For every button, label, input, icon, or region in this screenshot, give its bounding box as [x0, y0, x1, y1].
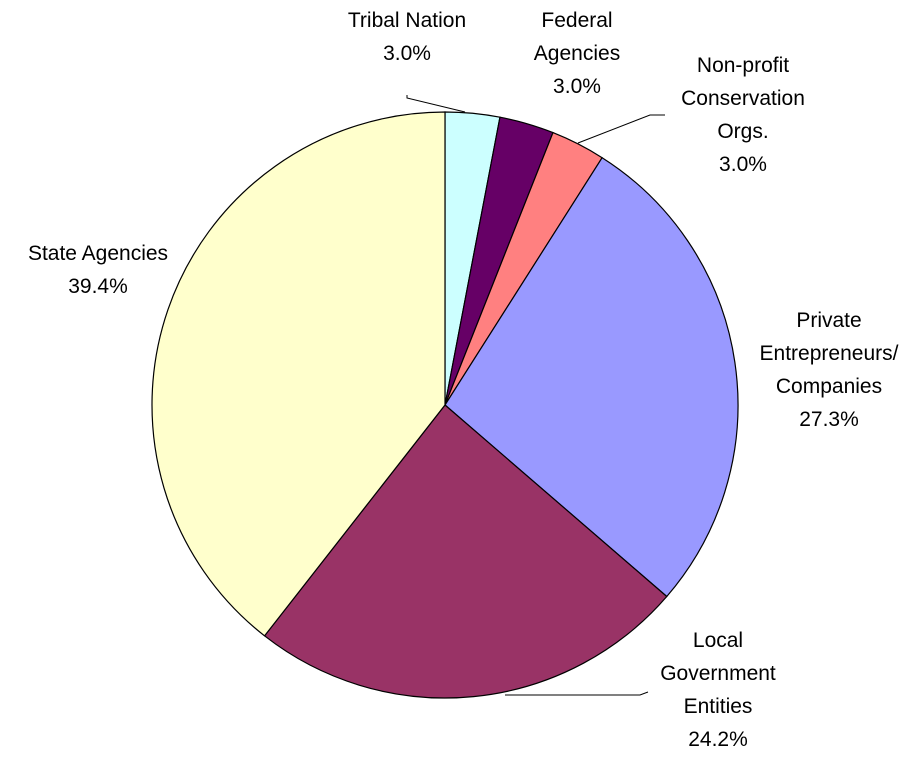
category-label: Local Government Entities: [660, 629, 776, 718]
pie-slice: [263, 404, 668, 699]
value-label: 39.4%: [68, 275, 128, 298]
leader-line: [406, 95, 466, 113]
category-label: Federal Agencies: [533, 9, 621, 65]
pie-slice: [444, 156, 739, 598]
slice-label: State Agencies 39.4%: [28, 237, 168, 303]
value-label: 3.0%: [719, 153, 767, 176]
category-label: Private Entrepreneurs/ Companies: [759, 309, 899, 398]
category-label: Non-profit Conservation Orgs.: [681, 54, 805, 143]
category-label: Tribal Nation: [347, 9, 467, 32]
slice-label: Local Government Entities 24.2%: [660, 624, 776, 756]
slice-label: Federal Agencies 3.0%: [534, 4, 620, 103]
slice-label: Tribal Nation 3.0%: [348, 4, 466, 70]
wedges: [151, 111, 739, 699]
value-label: 3.0%: [553, 75, 601, 98]
slice-label: Non-profit Conservation Orgs. 3.0%: [681, 49, 805, 181]
value-label: 27.3%: [799, 408, 859, 431]
leader-line: [577, 114, 665, 144]
value-label: 3.0%: [383, 42, 431, 65]
category-label: State Agencies: [27, 242, 169, 265]
leader-line: [505, 691, 649, 696]
pie-slice: [151, 111, 446, 637]
slice-label: Private Entrepreneurs/ Companies 27.3%: [760, 304, 899, 436]
value-label: 24.2%: [688, 728, 748, 751]
